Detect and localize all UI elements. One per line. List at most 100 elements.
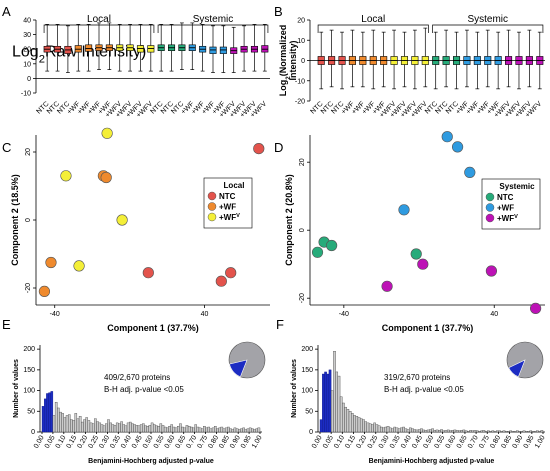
histogram-bar	[129, 421, 132, 433]
histogram-bar	[493, 430, 497, 433]
histogram-bar	[255, 428, 258, 433]
x-tick-label: 40	[490, 311, 498, 318]
y-axis-label: Number of values	[13, 359, 20, 418]
x-tick-label: 0.20	[355, 434, 368, 449]
histogram-bar	[348, 411, 352, 433]
histogram-bar	[415, 429, 419, 433]
histogram-bar	[507, 430, 510, 433]
group-bracket	[432, 24, 544, 33]
histogram-bar	[240, 428, 243, 433]
histogram-bar	[377, 425, 381, 433]
pie-slice-significant	[508, 359, 526, 378]
histogram-bar	[402, 426, 405, 433]
histogram-bar	[235, 428, 239, 433]
data-point-yellow	[60, 170, 72, 182]
histogram-bar	[355, 416, 359, 433]
histogram-bar	[109, 422, 112, 433]
histogram-bar	[59, 411, 62, 433]
histogram-bar	[96, 421, 99, 433]
data-point-yellow	[116, 214, 128, 226]
y-tick-label: 50	[305, 408, 313, 415]
histogram-bar	[74, 413, 78, 433]
x-tick-label: 0.45	[131, 434, 144, 449]
x-tick-label: 1.00	[251, 434, 264, 449]
histogram-bar	[78, 416, 82, 433]
histogram-bar	[135, 425, 139, 433]
histogram-bar	[342, 402, 345, 433]
x-axis-label: Component 1 (37.7%)	[107, 323, 199, 333]
histogram-bar	[362, 419, 365, 433]
histogram-bar	[391, 428, 394, 433]
histogram-bar	[102, 425, 106, 433]
histogram-bar	[124, 425, 128, 433]
histogram-bar	[386, 426, 390, 433]
histogram-bar	[163, 426, 167, 433]
histogram-bar	[168, 426, 171, 433]
histogram-bar	[246, 428, 250, 433]
legend-label-text: NTC	[219, 192, 236, 201]
y-tick-label: -20	[299, 293, 306, 303]
y-tick-label: 100	[301, 388, 313, 395]
histogram-bar	[536, 430, 539, 433]
data-point-orange	[45, 256, 57, 269]
histogram-bar	[251, 428, 254, 433]
group-label-systemic: Systemic	[193, 14, 234, 25]
group-label-local: Local	[361, 14, 385, 25]
histogram-bar	[81, 421, 84, 433]
histogram-bar	[413, 429, 417, 433]
y-tick-label: 0	[299, 228, 306, 232]
annotation-line1: 319/2,670 proteins	[384, 373, 450, 382]
histogram-bar	[509, 430, 512, 433]
y-tick-label: 20	[25, 148, 32, 156]
histogram-bar	[431, 428, 434, 433]
histogram-bar	[220, 426, 224, 433]
histogram-bar	[244, 429, 248, 433]
x-tick-label: 0.45	[411, 434, 424, 449]
x-tick-label: -40	[50, 311, 60, 318]
panel-c-pca: -40 40 20 0 -20 Component 1 (37.7%) Component …	[10, 127, 270, 333]
x-tick-label: 0.15	[344, 434, 357, 449]
histogram-bar	[155, 425, 158, 433]
x-tick-label: 40	[201, 311, 209, 318]
histogram-bar-significant	[41, 406, 45, 433]
data-point-blue	[441, 131, 453, 143]
histogram-bar	[257, 427, 261, 433]
y-tick-label: 0	[25, 218, 32, 222]
y-tick-label: -20	[25, 283, 32, 293]
y-tick-label: 0	[301, 58, 305, 65]
histogram-bar	[231, 429, 235, 433]
histogram-bar	[395, 427, 399, 433]
histogram-bar	[351, 413, 354, 433]
histogram-bar	[185, 425, 189, 433]
histogram-bar	[495, 430, 499, 433]
histogram-bar	[183, 427, 187, 433]
histogram-bar	[214, 426, 217, 433]
panel-letter-f: F	[276, 317, 284, 332]
legend-label-text: +WF	[219, 213, 236, 222]
histogram-bar-significant	[44, 398, 47, 433]
histogram-bar	[187, 426, 191, 433]
histogram-bar	[420, 428, 423, 433]
histogram-bar	[444, 430, 448, 433]
histogram-bar	[467, 430, 470, 433]
histogram-bar	[107, 419, 110, 433]
x-tick-label: 0.80	[489, 434, 502, 449]
legend-label-text: NTC	[497, 193, 514, 202]
y-tick-label: 20	[299, 158, 306, 166]
x-tick-label: 0.65	[456, 434, 469, 449]
histogram-bar	[253, 429, 256, 433]
y-tick-label: 50	[27, 408, 35, 415]
histogram-bar	[242, 427, 245, 433]
histogram-bar	[433, 430, 437, 433]
histogram-bar	[337, 375, 341, 433]
histogram-bar	[458, 430, 461, 433]
histogram-bar	[489, 430, 492, 433]
histogram-bar	[198, 427, 202, 433]
histogram-bar	[449, 430, 452, 433]
y-tick-label: 30	[23, 32, 31, 39]
histogram-bar	[482, 430, 486, 433]
histogram-bar	[192, 427, 195, 433]
histogram-bar	[411, 428, 414, 433]
histogram-bar	[491, 430, 495, 433]
